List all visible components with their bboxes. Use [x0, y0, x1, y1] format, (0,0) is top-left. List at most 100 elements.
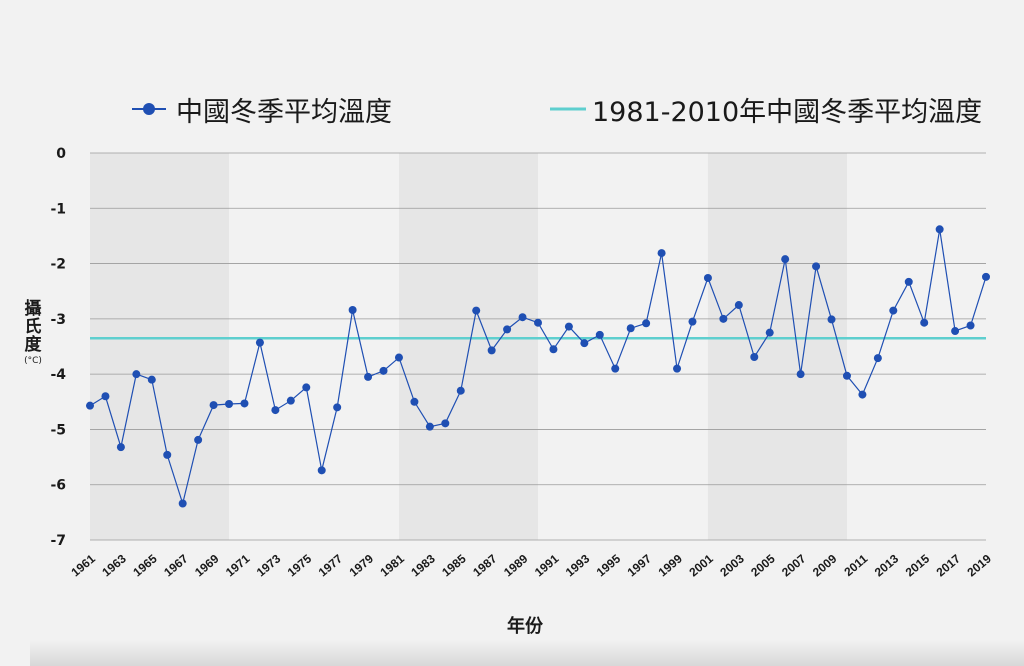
data-point — [379, 366, 388, 375]
data-point — [889, 306, 898, 315]
x-tick-label: 1963 — [99, 551, 129, 579]
data-point — [86, 401, 94, 410]
data-point — [225, 399, 234, 408]
data-point — [456, 386, 465, 395]
data-point — [271, 406, 280, 415]
x-tick-label: 2001 — [686, 551, 716, 579]
y-tick-labels: 0 -1 -2 -3 -4 -5 -6 -7 — [50, 146, 66, 549]
y-axis-label: 攝氏度 (°C) — [18, 300, 48, 366]
x-tick-label: 2011 — [841, 551, 870, 579]
data-point — [827, 315, 836, 324]
x-tick-label: 2019 — [964, 551, 994, 579]
x-tick-label: 1991 — [532, 551, 562, 579]
data-point — [549, 345, 558, 354]
data-point — [951, 327, 960, 336]
y-axis-unit: (°C) — [24, 356, 42, 366]
x-tick-label: 2003 — [717, 551, 747, 579]
x-tick-label: 1981 — [377, 551, 407, 579]
bottom-shadow — [30, 640, 1024, 666]
data-point — [503, 325, 512, 334]
x-tick-label: 1985 — [439, 551, 469, 579]
x-tick-label: 2009 — [810, 551, 840, 579]
data-point — [688, 317, 697, 326]
x-tick-label: 1969 — [192, 551, 222, 579]
x-tick-label: 2007 — [779, 551, 809, 579]
data-point — [657, 249, 666, 258]
x-tick-label: 1971 — [223, 551, 253, 579]
data-point — [163, 450, 172, 459]
legend: 中國冬季平均溫度 1981-2010年中國冬季平均溫度 — [0, 86, 1024, 132]
data-point — [673, 364, 682, 373]
data-point — [286, 396, 295, 405]
legend-item-series: 中國冬季平均溫度 — [130, 86, 392, 132]
data-point — [920, 318, 929, 327]
x-tick-label: 1967 — [161, 551, 191, 579]
shaded-band — [707, 153, 847, 540]
legend-series-marker — [132, 103, 166, 115]
x-tick-label: 1993 — [563, 551, 593, 579]
x-tick-label: 2015 — [903, 551, 933, 579]
data-point — [595, 330, 604, 339]
data-point — [178, 499, 187, 508]
data-point — [147, 375, 156, 384]
data-point — [348, 306, 357, 315]
y-tick-label: -1 — [50, 201, 66, 217]
data-point — [935, 225, 944, 234]
x-tick-label: 1965 — [130, 551, 160, 579]
data-point — [750, 353, 759, 362]
data-point — [719, 314, 728, 323]
y-axis-title: 攝氏度 — [24, 299, 42, 355]
legend-average-marker — [550, 107, 586, 111]
series-layer — [86, 225, 990, 508]
shaded-band — [398, 153, 538, 540]
x-tick-label: 1989 — [501, 551, 531, 579]
x-axis-label: 年份 — [507, 616, 543, 637]
data-point — [255, 338, 264, 347]
legend-series-label: 中國冬季平均溫度 — [176, 96, 392, 128]
data-point — [812, 262, 821, 271]
data-point — [781, 255, 790, 264]
data-point — [966, 321, 975, 330]
data-point — [626, 324, 635, 333]
x-tick-label: 2013 — [872, 551, 902, 579]
x-tick-label: 1977 — [316, 551, 346, 579]
data-point — [611, 364, 620, 373]
x-tick-label: 1983 — [408, 551, 438, 579]
data-point — [580, 339, 589, 348]
data-point — [734, 301, 743, 310]
y-tick-label: -5 — [50, 422, 66, 438]
data-point — [873, 354, 882, 363]
data-point — [425, 422, 434, 431]
data-point — [410, 397, 419, 406]
data-point — [472, 306, 481, 315]
data-point — [703, 273, 712, 282]
data-point — [240, 399, 249, 408]
data-point — [302, 383, 311, 392]
x-tick-label: 1973 — [254, 551, 284, 579]
y-tick-label: -2 — [50, 257, 66, 273]
data-point — [642, 319, 651, 328]
x-tick-label: 2017 — [934, 551, 964, 579]
data-point — [564, 322, 573, 331]
data-point — [394, 353, 403, 362]
x-tick-label: 1975 — [285, 551, 315, 579]
data-point — [487, 346, 496, 355]
data-point — [116, 443, 125, 452]
legend-item-average: 1981-2010年中國冬季平均溫度 — [548, 86, 982, 132]
y-tick-label: -4 — [50, 367, 66, 383]
data-point — [858, 390, 867, 399]
x-tick-labels: 1961 1963 1965 1967 1969 1971 1973 1975 1977 1979… — [68, 551, 994, 579]
data-point — [333, 403, 342, 412]
data-point — [209, 401, 218, 410]
x-tick-label: 1979 — [347, 551, 377, 579]
legend-average-label: 1981-2010年中國冬季平均溫度 — [592, 96, 983, 128]
x-tick-label: 1995 — [594, 551, 624, 579]
data-point — [194, 435, 203, 444]
data-point — [317, 466, 326, 475]
y-tick-label: -6 — [50, 478, 66, 494]
data-point — [364, 372, 373, 381]
data-point — [534, 318, 542, 327]
y-tick-label: -7 — [50, 533, 66, 549]
shaded-bands — [90, 153, 847, 540]
